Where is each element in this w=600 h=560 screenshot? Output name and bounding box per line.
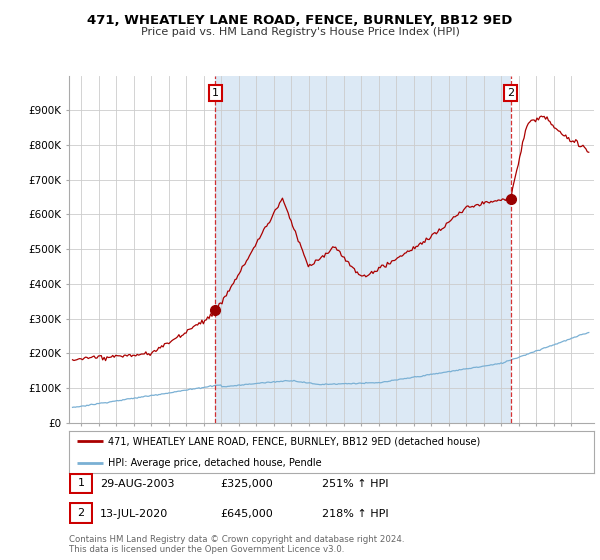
Text: 29-AUG-2003: 29-AUG-2003	[100, 479, 175, 489]
Text: 218% ↑ HPI: 218% ↑ HPI	[322, 508, 389, 519]
Text: 1: 1	[77, 478, 85, 488]
Text: £645,000: £645,000	[220, 508, 273, 519]
Text: £325,000: £325,000	[220, 479, 273, 489]
Text: 471, WHEATLEY LANE ROAD, FENCE, BURNLEY, BB12 9ED (detached house): 471, WHEATLEY LANE ROAD, FENCE, BURNLEY,…	[109, 436, 481, 446]
FancyBboxPatch shape	[70, 503, 92, 522]
Text: 2: 2	[507, 88, 514, 98]
Text: 251% ↑ HPI: 251% ↑ HPI	[322, 479, 389, 489]
Text: 2: 2	[77, 508, 85, 518]
FancyBboxPatch shape	[70, 474, 92, 493]
Bar	[215, 76, 511, 423]
Text: Contains HM Land Registry data © Crown copyright and database right 2024.
This d: Contains HM Land Registry data © Crown c…	[69, 535, 404, 554]
Text: 1: 1	[212, 88, 219, 98]
Text: 13-JUL-2020: 13-JUL-2020	[100, 508, 169, 519]
Text: HPI: Average price, detached house, Pendle: HPI: Average price, detached house, Pend…	[109, 458, 322, 468]
Text: 471, WHEATLEY LANE ROAD, FENCE, BURNLEY, BB12 9ED: 471, WHEATLEY LANE ROAD, FENCE, BURNLEY,…	[88, 14, 512, 27]
Text: Price paid vs. HM Land Registry's House Price Index (HPI): Price paid vs. HM Land Registry's House …	[140, 27, 460, 37]
